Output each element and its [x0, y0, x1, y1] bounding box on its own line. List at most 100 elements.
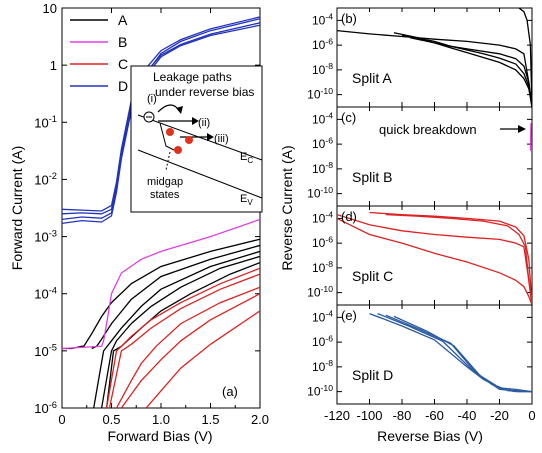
valence-band-edge [137, 149, 263, 199]
path-iii-arrowhead [207, 133, 214, 141]
series-line [518, 8, 532, 107]
y-tick-label: 10-4 [312, 111, 333, 127]
x-tick-label: -40 [458, 408, 477, 423]
x-tick-label: 1.0 [152, 412, 170, 427]
midgap-state-dot [166, 128, 174, 136]
panel-split-a: 10-10 10-8 10-6 10-4 (b) Split A [307, 7, 533, 108]
series-line-C [120, 293, 260, 408]
x-tick-label: 0 [528, 408, 535, 423]
y-tick-label: 10-4 [312, 210, 333, 226]
series-line-D [62, 16, 260, 212]
legend-label-C: C [118, 56, 128, 72]
y-tick-label: 10-4 [312, 12, 333, 28]
annotation-text: quick breakdown [379, 122, 477, 137]
x-tick-label: -20 [490, 408, 509, 423]
reverse-bias-chart: 10-10 10-8 10-6 10-4 (b) Split A 10-10 10-8 10-6… [279, 7, 536, 444]
panel-frame [336, 205, 533, 306]
x-tick-label: -80 [393, 408, 412, 423]
path-ii-arrowhead [192, 117, 199, 125]
series-line-B [62, 218, 260, 350]
x-tick-label: 2.0 [251, 412, 269, 427]
hopping-path [159, 122, 175, 151]
split-name: Split A [352, 70, 392, 86]
y-tick-label: 10-4 [312, 309, 333, 325]
midgap-state-dot [174, 146, 182, 154]
series-line [409, 37, 532, 107]
midgap-state-dot [185, 136, 193, 144]
split-name: Split B [352, 169, 392, 185]
series-line-D [62, 24, 260, 225]
path-i-arrowhead [176, 106, 183, 114]
panel-label: (a) [222, 384, 238, 399]
series-line [385, 213, 532, 305]
y-tick-label: 10-8 [312, 61, 333, 77]
y-tick-label: 10-6 [34, 400, 57, 416]
legend-label-A: A [118, 12, 128, 28]
series-line [337, 29, 532, 107]
midgap-leader-line [165, 151, 171, 171]
series-line-A [93, 250, 260, 408]
series-group [337, 8, 532, 107]
y-tick-label: 10-6 [312, 135, 333, 151]
x-axis-label: Forward Bias (V) [107, 428, 212, 444]
panel-split-c: 10-10 10-8 10-6 10-4 (d) Split C [307, 205, 533, 306]
y-tick-label: 10-8 [312, 358, 333, 374]
path-i-label: (i) [147, 93, 157, 105]
y-tick-label: 10-6 [312, 234, 333, 250]
x-tick-label: -120 [324, 408, 350, 423]
states-label: states [150, 189, 180, 201]
x-tick-label: 1.5 [201, 412, 219, 427]
series-line [393, 315, 532, 393]
series-line-C [145, 310, 260, 408]
inset-title-1: Leakage paths [153, 70, 232, 84]
path-iii-label: (iii) [214, 133, 229, 145]
series-group [369, 312, 532, 393]
legend-label-B: B [118, 34, 127, 50]
y-tick-label: 10-10 [307, 383, 333, 399]
series-line-A [91, 244, 260, 350]
split-name: Split C [352, 268, 393, 284]
annotation-arrowhead [518, 125, 526, 133]
panel-split-d: 10-10 10-8 10-6 10-4 (e) Split D [307, 304, 533, 405]
panel-label: (e) [341, 308, 357, 323]
y-tick-label: 10-8 [312, 160, 333, 176]
y-tick-label: 10 [43, 1, 57, 16]
y-tick-label: 1 [50, 58, 57, 73]
series-line [369, 312, 532, 393]
y-tick-label: 10-6 [312, 36, 333, 52]
series-line [393, 32, 532, 107]
panel-label: (d) [341, 209, 357, 224]
y-tick-label: 10-8 [312, 259, 333, 275]
y-axis-label: Forward Current (A) [9, 146, 25, 270]
y-tick-label: 10-5 [34, 343, 57, 359]
panel-label: (b) [341, 11, 357, 26]
y-tick-label: 10-10 [307, 86, 333, 102]
series-line-C [115, 286, 260, 408]
series-line-C [108, 273, 260, 408]
series-line [401, 34, 532, 107]
x-axis-label: Reverse Bias (V) [377, 428, 483, 444]
split-name: Split D [352, 367, 393, 383]
x-tick-label: -100 [356, 408, 382, 423]
y-tick-label: 10-4 [34, 286, 57, 302]
series-line [337, 213, 532, 305]
panel-frame [336, 7, 533, 108]
midgap-label: midgap [147, 176, 183, 188]
x-tick-label: -60 [425, 408, 444, 423]
series-line [369, 211, 532, 305]
x-tick-label: 0 [58, 412, 65, 427]
series-line-A [62, 238, 260, 350]
y-tick-label: 10-1 [34, 114, 57, 130]
x-tick-label: 0.5 [102, 412, 120, 427]
y-tick-label: 10-3 [34, 228, 57, 244]
legend-label-D: D [118, 78, 128, 94]
inset-frame [130, 65, 263, 213]
forward-bias-chart: 0 0.5 1.0 1.5 2.0 10-6 10-5 10-4 10-3 10-2 10-1 1 10… [9, 1, 269, 444]
series-line-C [105, 267, 260, 408]
y-axis-label: Reverse Current (A) [279, 145, 295, 270]
series-line [337, 217, 532, 305]
series-line-A [100, 255, 260, 408]
inset-title-2: under reverse bias [155, 85, 254, 99]
